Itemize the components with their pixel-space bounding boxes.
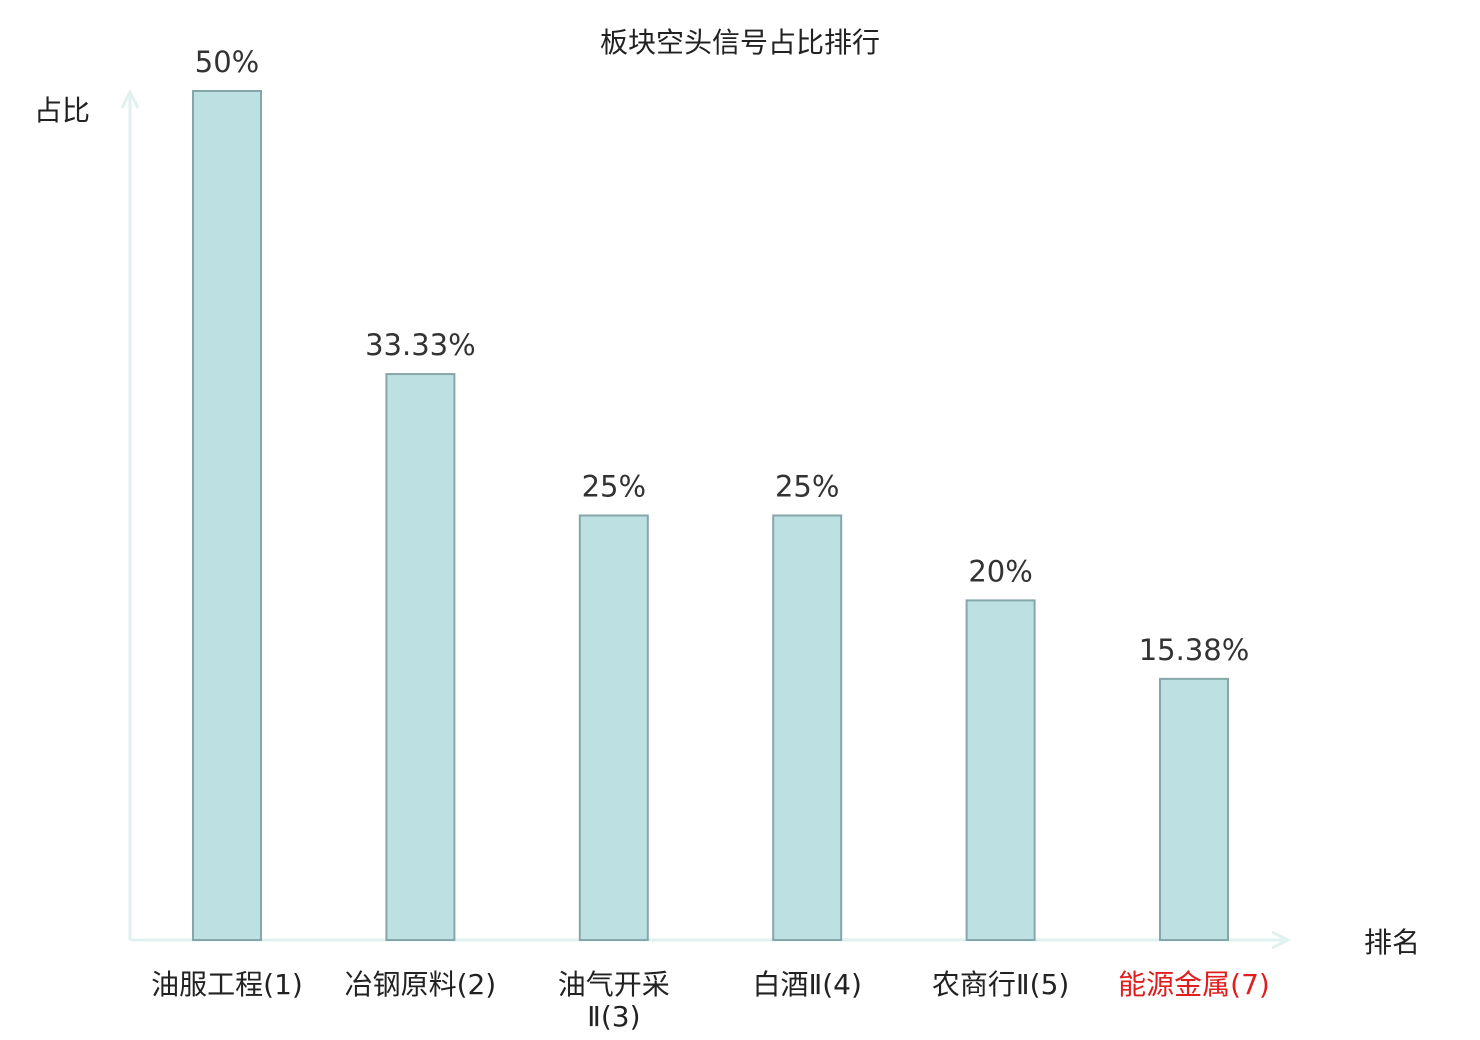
bar [965, 599, 1036, 942]
category-label: 白酒Ⅱ(4) [752, 968, 861, 1001]
bars-group [192, 90, 1229, 942]
category-label: 油气开采 [558, 968, 670, 1001]
value-labels-group: 50% 33.33% 25% 25% 20% 15.38% [195, 45, 1250, 667]
value-label: 50% [195, 45, 259, 79]
value-label: 33.33% [365, 328, 476, 362]
category-label: 农商行Ⅱ(5) [932, 968, 1069, 1001]
x-axis-label: 排名 [1364, 926, 1420, 959]
bar [1159, 677, 1229, 941]
bar [578, 514, 649, 941]
category-label: 油服工程(1) [151, 968, 303, 1001]
y-axis-label: 占比 [34, 94, 90, 127]
category-label: 能源金属(7) [1118, 968, 1270, 1001]
bar [192, 90, 262, 941]
bar [385, 373, 456, 942]
value-label: 25% [775, 470, 839, 504]
bar [772, 514, 843, 941]
value-label: 25% [582, 470, 646, 504]
category-label: Ⅱ(3) [587, 1000, 640, 1033]
chart-title: 板块空头信号占比排行 [600, 26, 880, 59]
value-label: 20% [968, 554, 1032, 588]
category-label: 冶钢原料(2) [345, 968, 497, 1001]
value-label: 15.38% [1139, 633, 1250, 667]
